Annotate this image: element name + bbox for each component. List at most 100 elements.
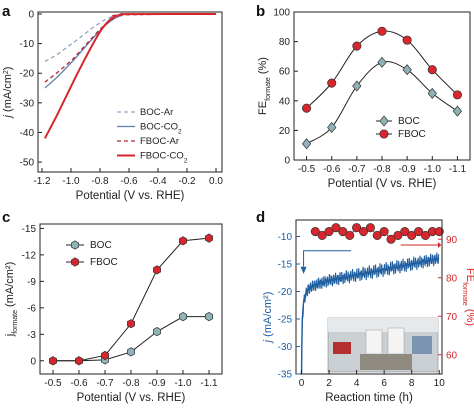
panel-d-axes — [295, 219, 443, 375]
fe-data-point — [352, 223, 362, 233]
x-tick-label: 0.0 — [209, 176, 223, 187]
photo-blue-object — [412, 336, 432, 354]
data-point-boc — [153, 326, 161, 337]
data-point-fboc — [75, 356, 83, 366]
x-tick-label: -0.5 — [44, 378, 62, 389]
y-tick-label: -15 — [278, 260, 293, 271]
data-point-fboc — [327, 78, 337, 88]
y-tick-label: -20 — [278, 287, 293, 298]
y-tick-label: -25 — [278, 315, 293, 326]
legend-marker — [379, 129, 389, 139]
y-tick-label: -9 — [27, 277, 36, 288]
y-axis-title: FEformate (%) — [257, 57, 272, 115]
x-tick-label: -0.4 — [149, 176, 167, 187]
x-tick-label: -0.8 — [91, 176, 109, 187]
fe-data-point — [420, 230, 431, 240]
photo-cell-left — [365, 329, 383, 355]
y-tick-label: -12 — [22, 250, 37, 261]
series-line-boc-ar — [44, 13, 217, 62]
panel-b-chart: b -0.5 -0.6 -0.7 -0.8 -0.9 -1.0 -1.1 0 20 40 60 80 10… — [256, 3, 471, 190]
y-axis-title: j (mA/cm²) — [262, 292, 274, 345]
data-point-fboc — [352, 41, 362, 51]
y-tick-label: 20 — [279, 126, 291, 137]
current-trace — [300, 252, 440, 375]
legend-label: BOC-Ar — [140, 107, 173, 118]
legend-label: FBOC-Ar — [140, 136, 179, 147]
data-point-fboc — [302, 103, 312, 113]
fe-data-point — [379, 227, 389, 237]
fe-data-point — [372, 230, 382, 240]
left-axis-arrowhead — [300, 266, 307, 274]
data-point-fboc — [205, 233, 213, 243]
fe-data-point — [358, 227, 369, 237]
panel-c-chart: c -0.5 -0.6 -0.7 -0.8 -0.9 -1.0 -1.1 0 -3 -6 -9 -12 -… — [2, 209, 223, 404]
panel-label-c: c — [2, 209, 10, 226]
panel-label-d: d — [256, 209, 265, 226]
x-tick-label: -1.2 — [33, 176, 51, 187]
fe-data-point — [338, 227, 348, 237]
x-tick-label: -0.9 — [399, 164, 417, 175]
panel-label-a: a — [2, 3, 11, 20]
x-tick-label: 2 — [326, 378, 332, 389]
data-point-fboc — [127, 319, 135, 329]
data-point-boc — [179, 311, 187, 322]
y-tick-label: 100 — [273, 8, 290, 19]
fe-data-point — [324, 227, 334, 237]
legend-marker — [71, 240, 79, 250]
y-axis-title: jformate (mA/cm²) — [4, 262, 19, 337]
x-tick-label: -1.1 — [200, 378, 218, 389]
x-tick-label: -0.9 — [148, 378, 166, 389]
x-axis-title: Potential (V vs. RHE) — [76, 190, 185, 202]
right-axis-arrowhead — [437, 242, 442, 249]
panel-a-chart: a -1.2 -1.0 -0.8 -0.6 -0.4 -0.2 0.0 0 -10 -20 -30 -4… — [2, 3, 223, 202]
legend-marker — [379, 115, 389, 127]
fe-data-point — [386, 234, 396, 244]
inset-photo — [327, 317, 439, 373]
x-tick-label: -1.0 — [424, 164, 442, 175]
fe-data-point — [365, 223, 375, 233]
x-tick-label: -1.0 — [174, 378, 192, 389]
legend-label: BOC — [398, 116, 420, 127]
y-tick-label: -15 — [22, 224, 37, 235]
legend-label: FBOC — [90, 257, 118, 268]
y-tick-label: 0 — [284, 156, 290, 167]
fe-data-point — [434, 227, 444, 237]
fe-data-point — [414, 227, 424, 237]
y-tick-label: -50 — [20, 158, 35, 169]
data-point-fboc — [101, 350, 109, 361]
data-point-fboc — [377, 26, 387, 36]
photo-cell-right — [387, 327, 405, 355]
fe-data-point — [400, 227, 410, 237]
y-tick-label: -30 — [278, 342, 293, 353]
y-tick-label: 80 — [279, 37, 291, 48]
y-right-tick-label: 70 — [446, 312, 458, 323]
x-tick-label: -0.6 — [120, 176, 138, 187]
data-point-boc — [352, 80, 362, 92]
y-tick-label: -35 — [278, 370, 293, 381]
x-tick-label: -0.7 — [96, 378, 114, 389]
y-tick-label: -30 — [20, 98, 35, 109]
data-point-fboc — [179, 236, 187, 246]
y-right-tick-label: 60 — [446, 350, 458, 361]
fe-data-point — [331, 223, 341, 233]
x-tick-label: 10 — [434, 378, 446, 389]
x-tick-label: 6 — [381, 378, 387, 389]
fe-data-point — [393, 230, 403, 240]
y-tick-label: 60 — [279, 67, 291, 78]
y-tick-label: -3 — [27, 330, 36, 341]
data-point-boc — [327, 121, 337, 133]
series-line-fboc — [53, 237, 210, 362]
legend-marker — [71, 257, 79, 267]
x-tick-label: -1.1 — [449, 164, 467, 175]
panel-d-chart: d 0 2 4 6 8 10 -10 -15 -20 -25 -30 -35 60 70 80 90 Reacti… — [256, 209, 474, 404]
y-tick-label: 40 — [279, 96, 291, 107]
fe-data-point — [310, 227, 320, 237]
x-axis-title: Potential (V vs. RHE) — [77, 392, 186, 404]
panel-a-axes — [37, 11, 223, 173]
x-tick-label: 4 — [354, 378, 360, 389]
y-right-tick-label: 80 — [446, 273, 458, 284]
data-point-boc — [427, 87, 437, 99]
y-tick-label: 0 — [28, 10, 34, 21]
y-right-axis-title: FEformate (%) — [462, 268, 474, 326]
